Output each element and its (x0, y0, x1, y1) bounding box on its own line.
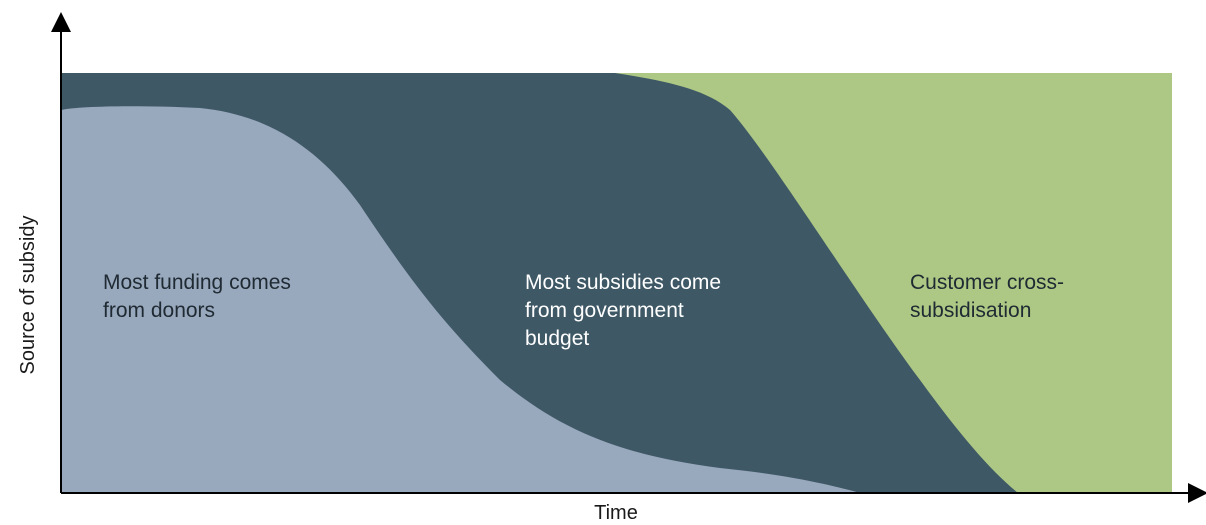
region-label-government-line-3: budget (525, 327, 589, 350)
region-label-government-line-1: Most subsidies come (525, 271, 721, 294)
x-axis-title: Time (594, 502, 638, 524)
region-label-government-budget: Most subsidies come from government budg… (525, 271, 727, 350)
region-label-donors-line-1: Most funding comes (103, 271, 291, 294)
region-label-customer-cross-subsidisation: Customer cross- subsidisation (910, 271, 1070, 322)
region-label-donors-line-2: from donors (103, 299, 215, 322)
y-axis-title: Source of subsidy (17, 216, 39, 375)
region-label-donors: Most funding comes from donors (103, 271, 297, 322)
region-label-customer-line-2: subsidisation (910, 299, 1031, 322)
area-donors (61, 106, 860, 493)
region-label-customer-line-1: Customer cross- (910, 271, 1064, 294)
region-label-government-line-2: from government (525, 299, 684, 322)
